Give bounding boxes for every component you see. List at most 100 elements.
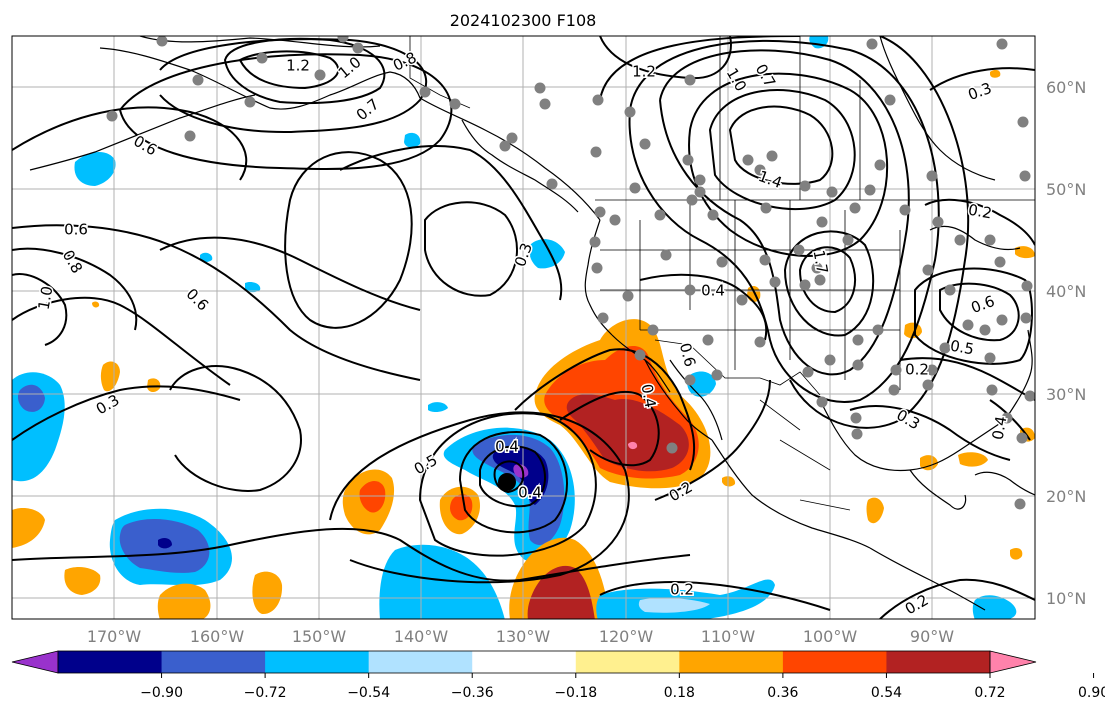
station-dot <box>939 342 951 354</box>
station-dot <box>684 374 696 386</box>
positive-anomaly-baja-core <box>628 441 638 450</box>
colorbar-tick-label: −0.54 <box>347 685 390 701</box>
colorbar-tick-label: 0.90 <box>1078 685 1105 701</box>
contour-west-0-6 <box>12 224 421 381</box>
coast-alaska-west <box>99 47 421 110</box>
positive-anomaly-south-inner <box>527 565 595 619</box>
station-dot <box>1016 432 1028 444</box>
coast-baja <box>644 359 713 441</box>
positive-anomaly-east-5 <box>1015 246 1035 259</box>
station-dot <box>736 294 748 306</box>
positive-anomaly-baja-inner <box>566 394 689 472</box>
coast-yucatan <box>909 469 967 510</box>
map-frame <box>11 35 1036 620</box>
station-dot <box>864 184 876 196</box>
station-dot <box>799 279 811 291</box>
station-dot <box>499 140 511 152</box>
negative-anomaly-small-1 <box>404 132 421 148</box>
border-us-mexico <box>654 339 821 396</box>
contour-cyclone-5 <box>329 411 630 584</box>
colorbar-segment <box>58 651 163 673</box>
coast-alaska-north <box>139 36 381 48</box>
station-dot <box>419 86 431 98</box>
colorbar-segment <box>368 651 473 673</box>
contour-trough-1-5 <box>783 230 875 337</box>
station-dot <box>922 264 934 276</box>
station-dot <box>622 290 634 302</box>
colorbar-tick-label: 0.36 <box>767 685 798 701</box>
station-dot <box>979 324 991 336</box>
negative-anomaly-far-west-inner <box>17 384 45 412</box>
colorbar-tick-label: −0.36 <box>451 685 494 701</box>
contour-low-0-2 <box>12 527 691 582</box>
contour-east-0-3 <box>929 67 1035 91</box>
contour-label: 0.4 <box>518 484 542 502</box>
station-dot <box>849 202 861 214</box>
station-dot <box>742 154 754 166</box>
station-dot <box>352 42 364 54</box>
coast-central-america <box>869 547 986 611</box>
positive-anomaly-east-3 <box>920 455 938 471</box>
station-dot <box>337 36 349 43</box>
negative-anomaly-southeast-light <box>638 597 710 613</box>
station-dot <box>192 74 204 86</box>
station-dot <box>624 106 636 118</box>
station-markers <box>106 36 1035 510</box>
station-dot <box>996 314 1008 326</box>
negative-anomaly-near-coast <box>529 239 565 269</box>
station-dot <box>890 364 902 376</box>
station-dot <box>754 336 766 348</box>
station-dot <box>769 276 781 288</box>
station-dot <box>546 178 558 190</box>
coast-east-us <box>1004 329 1033 421</box>
station-dot <box>851 428 863 440</box>
station-dot <box>639 138 651 150</box>
contour-trough-outer-1 <box>659 49 910 376</box>
station-dot <box>539 98 551 110</box>
positive-anomaly-far-southwest <box>12 508 45 548</box>
contour-label: 0.2 <box>905 361 929 379</box>
lat-label-20n: 20°N <box>1046 487 1086 506</box>
contour-label: 0.4 <box>495 438 519 456</box>
lon-label-110w: 110°W <box>701 627 756 646</box>
station-dot <box>694 174 706 186</box>
coast-greatlakes <box>929 225 1021 251</box>
station-dot <box>994 256 1006 268</box>
contour-cyclone-4 <box>418 412 597 557</box>
station-dot <box>872 324 884 336</box>
colorbar-segment <box>886 651 991 673</box>
contour-lines <box>12 36 1035 619</box>
contour-west-1-0 <box>12 273 68 346</box>
contour-mid-0-6 <box>159 236 421 311</box>
colorbar-tick-label: 0.72 <box>974 685 1005 701</box>
colorbar-segment <box>782 651 887 673</box>
station-dot <box>592 94 604 106</box>
positive-anomaly-mid-1 <box>100 361 120 392</box>
station-dot <box>984 352 996 364</box>
positive-anomaly-small-west <box>92 301 100 308</box>
positive-anomaly-east-8 <box>1010 548 1023 560</box>
station-dot <box>609 214 621 226</box>
station-dot <box>802 366 814 378</box>
station-dot <box>842 234 854 246</box>
lat-label-40n: 40°N <box>1046 282 1086 301</box>
contour-0-4-center <box>639 273 768 341</box>
contour-east-0-2-se <box>879 578 1035 619</box>
lon-label-120w: 120°W <box>599 627 654 646</box>
station-dot <box>591 262 603 274</box>
station-dot <box>629 182 641 194</box>
negative-anomaly-south-band <box>379 544 505 619</box>
contour-west-0-8 <box>12 247 138 331</box>
border-states-2 <box>600 249 900 331</box>
lon-label-140w: 140°W <box>394 627 449 646</box>
station-dot <box>694 186 706 198</box>
station-dot <box>1014 498 1026 510</box>
lat-label-10n: 10°N <box>1046 589 1086 608</box>
station-dot <box>106 110 118 122</box>
station-dot <box>314 69 326 81</box>
coast-bc-islands <box>461 119 579 213</box>
station-dot <box>799 180 811 192</box>
contour-west-0-3 <box>12 385 241 441</box>
border-states-1 <box>639 200 901 390</box>
